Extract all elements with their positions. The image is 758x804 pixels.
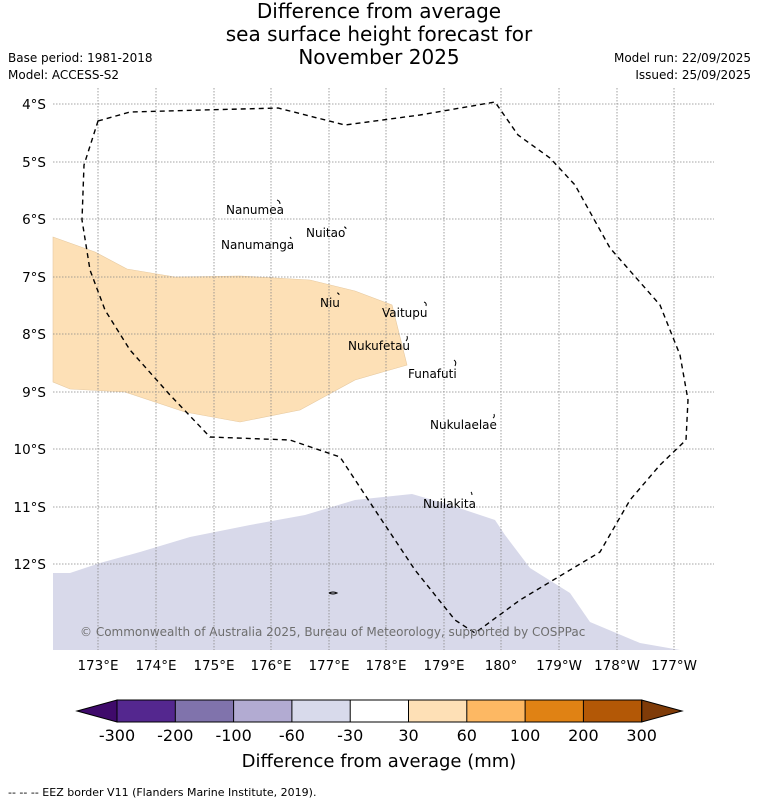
island-mark-niu (336, 292, 340, 296)
island-mark-south (328, 591, 339, 595)
colorbar-segment (583, 700, 642, 722)
island-label-vaitupu: Vaitupu (382, 306, 428, 320)
lat-tick: 10°S (14, 442, 47, 458)
title-line-3: November 2025 (298, 45, 460, 69)
island-mark-nukulaelae (492, 413, 495, 419)
colorbar-title: Difference from average (mm) (242, 751, 517, 772)
lon-tick: 180° (485, 658, 518, 674)
title-line-1: Difference from average (256, 0, 502, 23)
colorbar-tick: -300 (99, 726, 135, 745)
island-mark-nanumanga (289, 236, 292, 240)
island-mark-nuitao (343, 226, 347, 230)
colorbar-segment (350, 700, 409, 722)
gridlines (53, 88, 714, 650)
island-label-nanumea: Nanumea (226, 203, 284, 217)
colorbar-tick: 60 (457, 726, 477, 745)
eez-border (81, 101, 689, 634)
island-labels: Nanumea Nuitao Nanumanga Niu Vaitupu Nuk… (221, 203, 497, 511)
lat-tick: 12°S (14, 557, 47, 573)
island-marks (276, 199, 495, 595)
island-mark-nanumea (276, 199, 281, 205)
colorbar-segment (525, 700, 584, 722)
island-mark-nuilakita (470, 491, 473, 496)
title-line-2: sea surface height forecast for (225, 22, 533, 46)
lat-tick: 11°S (14, 500, 47, 516)
island-label-nanumanga: Nanumanga (221, 238, 294, 252)
lat-tick: 4°S (22, 97, 46, 113)
island-mark-vaitupu (423, 301, 427, 307)
lon-tick: 175°E (193, 658, 234, 674)
map-panel: Nanumea Nuitao Nanumanga Niu Vaitupu Nuk… (52, 88, 714, 650)
negative-anomaly-region (53, 494, 680, 650)
colorbar-segment (175, 700, 234, 722)
issued-date: Issued: 25/09/2025 (635, 68, 751, 82)
lon-tick: 174°E (135, 658, 176, 674)
lon-tick: 176°E (250, 658, 291, 674)
lat-tick: 9°S (22, 385, 46, 401)
lat-tick: 8°S (22, 327, 46, 343)
island-mark-funafuti (453, 359, 457, 367)
island-label-nuilakita: Nuilakita (423, 497, 476, 511)
lon-tick: 177°W (651, 658, 697, 674)
colorbar-segment (291, 700, 351, 722)
lat-tick: 6°S (22, 212, 46, 228)
lon-tick: 179°W (536, 658, 582, 674)
colorbar-outline (116, 699, 643, 723)
lon-tick: 177°E (308, 658, 349, 674)
model-run: Model run: 22/09/2025 (613, 51, 751, 65)
colorbar-tick: 100 (510, 726, 541, 745)
colorbar-extend-low (75, 699, 118, 723)
lon-tick: 179°E (423, 658, 464, 674)
copyright-notice: © Commonwealth of Australia 2025, Bureau… (80, 625, 585, 639)
colorbar-tick: -30 (337, 726, 363, 745)
lat-tick-labels: 4°S 5°S 6°S 7°S 8°S 9°S 10°S 11°S 12°S (14, 97, 47, 573)
colorbar-tick: -100 (215, 726, 251, 745)
lon-tick: 173°E (77, 658, 118, 674)
island-label-nukufetau: Nukufetau (348, 339, 410, 353)
lat-tick: 7°S (22, 270, 46, 286)
lat-tick: 5°S (22, 155, 46, 171)
colorbar-segment (117, 700, 176, 722)
island-label-niu: Niu (320, 296, 340, 310)
lon-tick: 178°W (594, 658, 640, 674)
colorbar-extend-high (641, 699, 684, 723)
model-name: Model: ACCESS-S2 (8, 68, 120, 82)
colorbar-segment (466, 700, 526, 722)
island-label-nuitao: Nuitao (306, 226, 345, 240)
island-label-nukulaelae: Nukulaelae (430, 418, 497, 432)
meta-left: Base period: 1981-2018 Model: ACCESS-S2 (8, 50, 153, 84)
colorbar-tick: -200 (157, 726, 193, 745)
colorbar-segment (233, 700, 292, 722)
base-period: Base period: 1981-2018 (8, 51, 153, 65)
colorbar-tick: 200 (568, 726, 599, 745)
colorbar-tick: 30 (398, 726, 418, 745)
lon-tick-labels: 173°E 174°E 175°E 176°E 177°E 178°E 179°… (77, 658, 696, 674)
lon-tick: 178°E (365, 658, 406, 674)
positive-anomaly-region (52, 236, 408, 423)
chart-title: Difference from average sea surface heig… (0, 0, 758, 69)
colorbar-tick: 300 (626, 726, 657, 745)
island-label-funafuti: Funafuti (408, 367, 457, 381)
eez-border-legend: -- -- -- EEZ border V11 (Flanders Marine… (8, 786, 317, 799)
island-mark-nukufetau (405, 335, 408, 342)
meta-right: Model run: 22/09/2025 Issued: 25/09/2025 (614, 50, 751, 84)
colorbar-segment (408, 700, 467, 722)
colorbar-tick: -60 (279, 726, 305, 745)
colorbar: -300 -200 -100 -60 -30 30 60 100 200 300… (75, 699, 684, 772)
